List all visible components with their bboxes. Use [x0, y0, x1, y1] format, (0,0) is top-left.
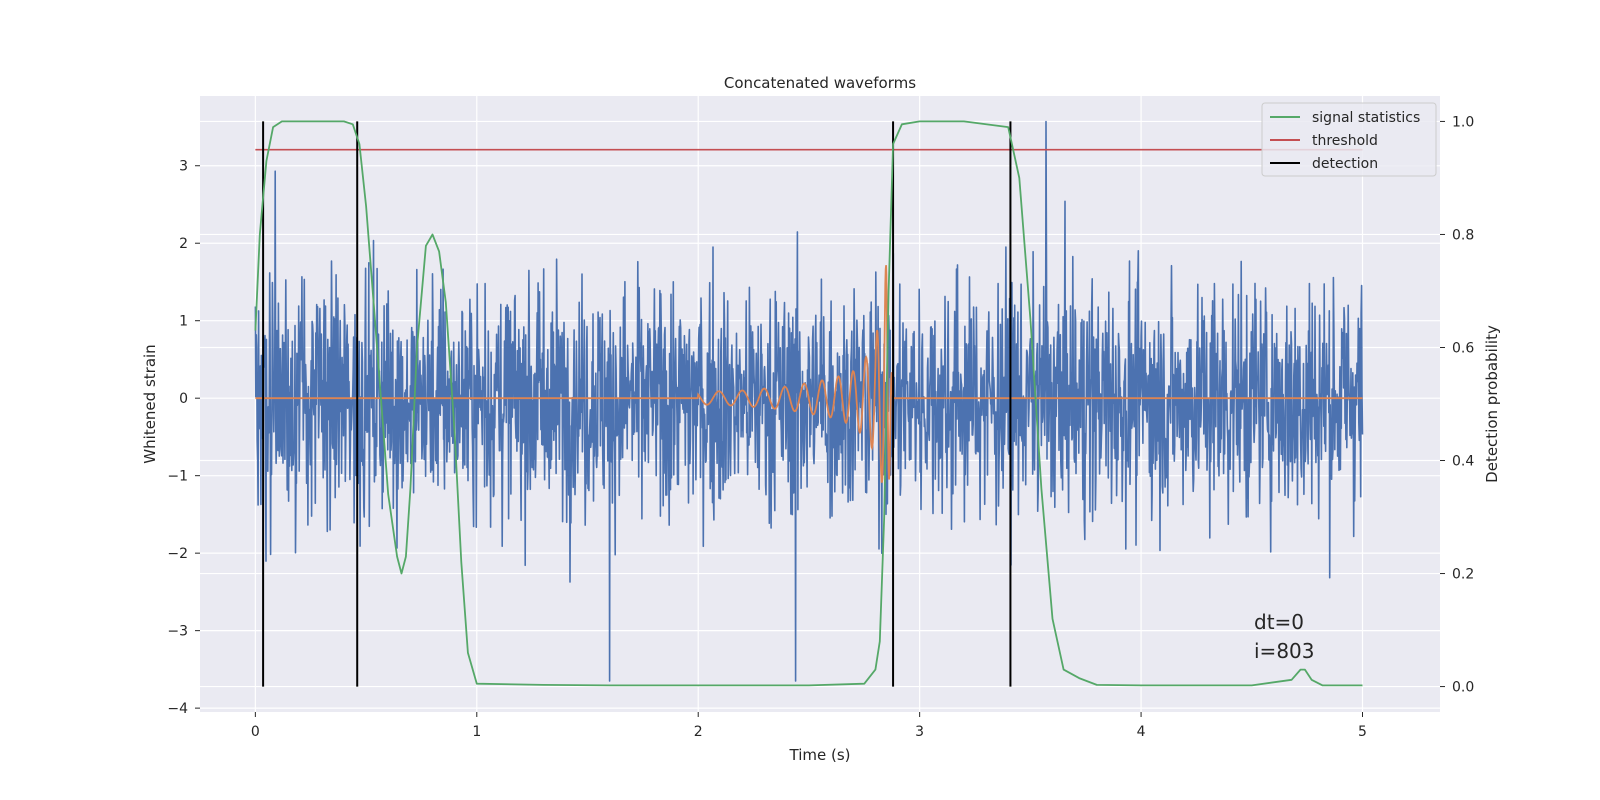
x-tick-label: 0	[251, 724, 260, 740]
y2-tick-label: 0.8	[1452, 227, 1474, 243]
y-tick-label: −4	[167, 701, 188, 717]
y2-tick-label: 1.0	[1452, 114, 1474, 130]
legend-label: detection	[1312, 156, 1378, 172]
y-tick-label: 3	[179, 159, 188, 175]
annotation-dt: dt=0	[1254, 610, 1304, 634]
legend-box	[1261, 102, 1437, 177]
y2-tick-label: 0.0	[1452, 680, 1474, 696]
y-tick-label: 2	[179, 236, 188, 252]
y2-tick-label: 0.4	[1452, 454, 1474, 470]
series-layer	[254, 120, 1364, 687]
x-tick-label: 5	[1358, 724, 1367, 740]
y2-tick-label: 0.6	[1452, 340, 1474, 356]
y-tick-label: −1	[167, 469, 188, 485]
x-tick-label: 4	[1137, 724, 1146, 740]
x-axis-label: Time (s)	[789, 746, 851, 764]
y-axis-label: Whitened strain	[141, 344, 159, 463]
axes-layer: 0 1 2 3 4 5 −4 −3 −2 −1 0 1 2 3 0.0 0.2 0.4 0.6 0.8 1.0	[167, 114, 1474, 740]
y-tick-label: 0	[179, 391, 188, 407]
x-tick-label: 1	[472, 724, 481, 740]
y-tick-label: −3	[167, 624, 188, 640]
annotation-i: i=803	[1254, 639, 1315, 663]
x-tick-label: 3	[915, 724, 924, 740]
legend-label: threshold	[1312, 133, 1378, 149]
legend: signal statistics threshold detection	[1261, 102, 1437, 177]
y-tick-label: −2	[167, 546, 188, 562]
y2-tick-label: 0.2	[1452, 567, 1474, 583]
chirp-series-line	[255, 265, 1363, 483]
x-tick-label: 2	[694, 724, 703, 740]
legend-label: signal statistics	[1312, 110, 1420, 126]
y-tick-label: 1	[179, 314, 188, 330]
signal-statistics-line	[254, 120, 1363, 687]
y2-axis-label: Detection probability	[1483, 325, 1501, 483]
noise-series-line	[254, 120, 1364, 682]
chart-title: Concatenated waveforms	[724, 74, 916, 92]
